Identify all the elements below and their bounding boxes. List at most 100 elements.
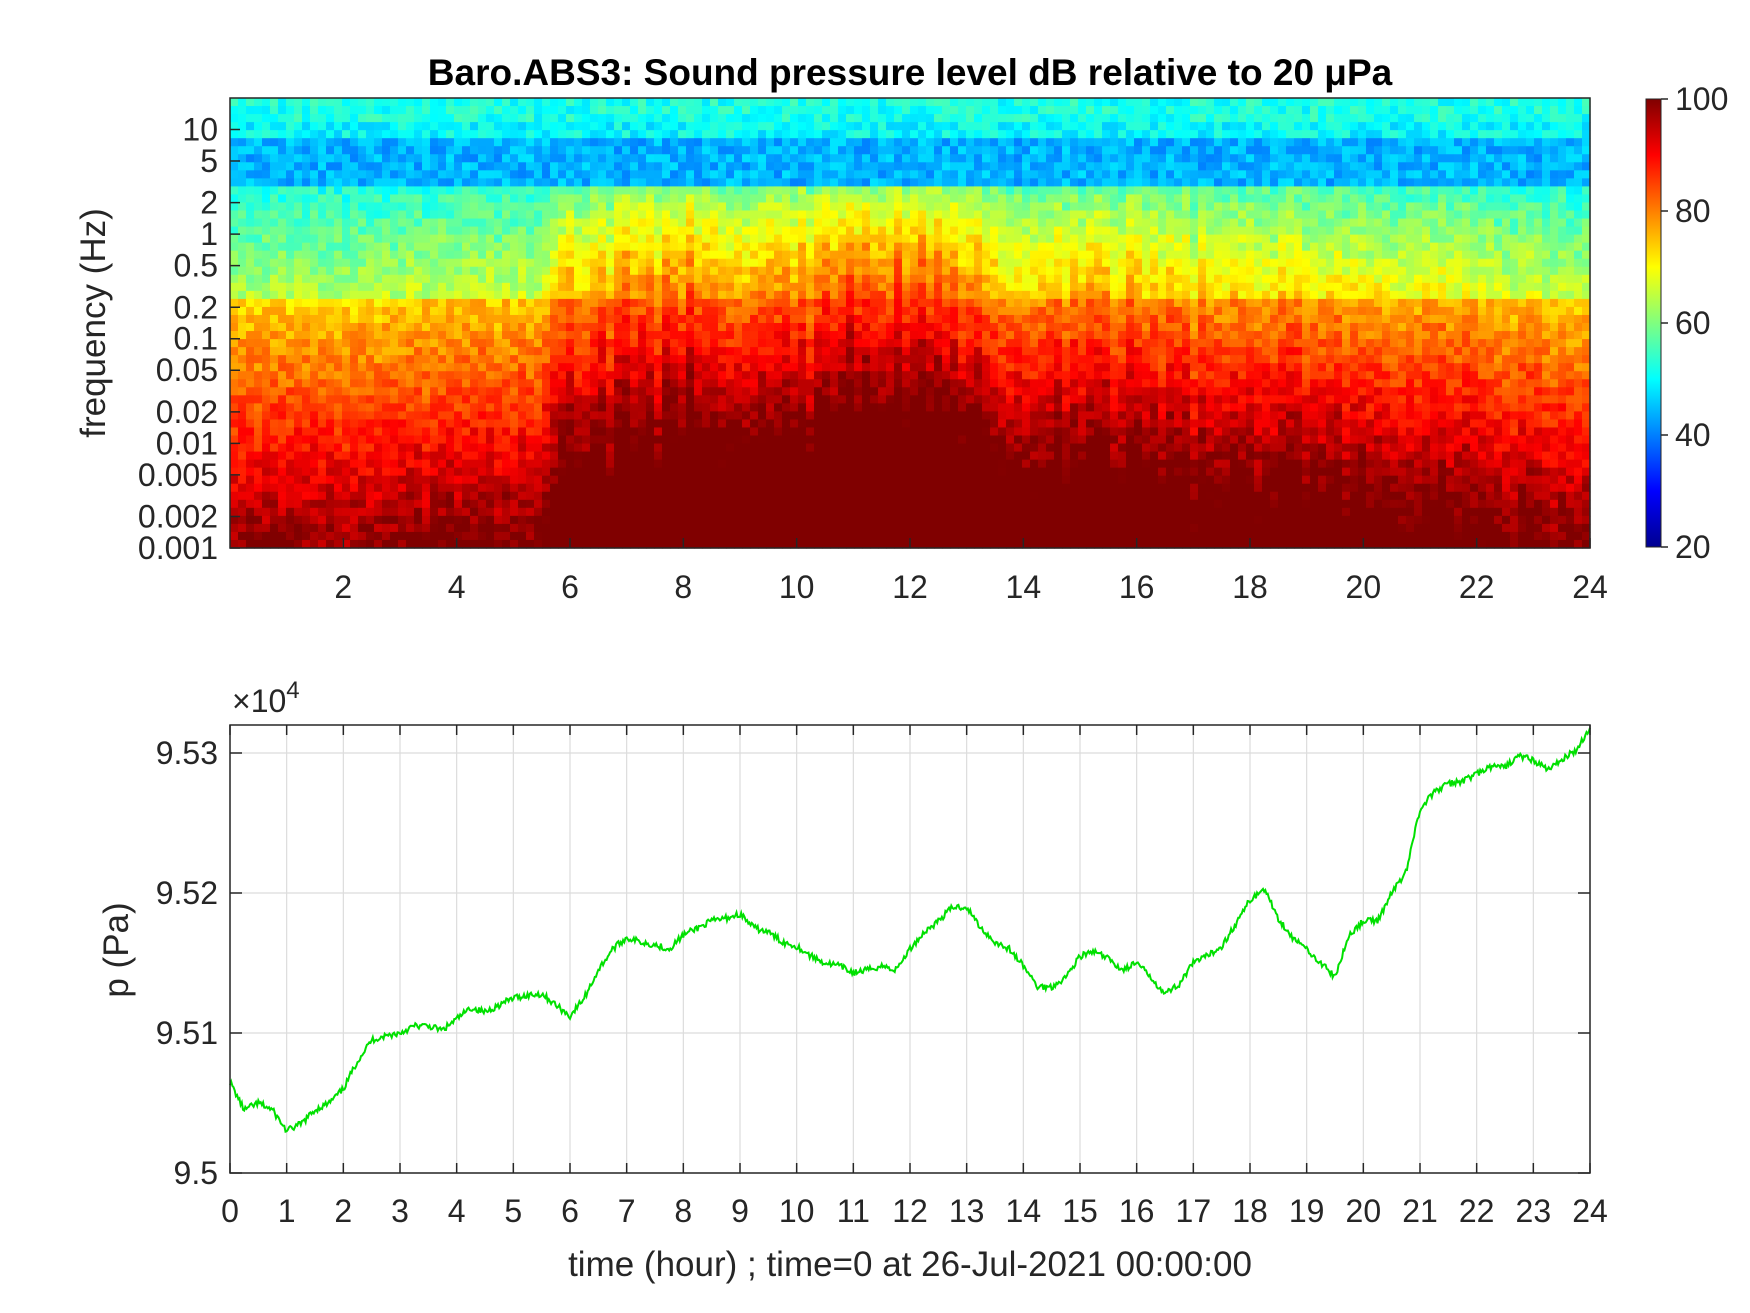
- spectrogram-cell: [630, 435, 639, 445]
- spectrogram-cell: [782, 403, 791, 412]
- spectrogram-cell: [542, 331, 551, 340]
- spectrogram-cell: [494, 130, 503, 139]
- spectrogram-cell: [702, 515, 711, 525]
- spectrogram-cell: [846, 419, 855, 429]
- spectrogram-cell: [254, 258, 263, 268]
- spectrogram-cell: [718, 435, 727, 445]
- spectrogram-cell: [734, 395, 743, 404]
- spectrogram-cell: [246, 122, 255, 131]
- spectrogram-cell: [574, 459, 583, 469]
- spectrogram-cell: [782, 387, 791, 396]
- spectrogram-cell: [310, 162, 319, 171]
- spectrogram-cell: [766, 314, 775, 324]
- spectrogram-cell: [278, 138, 287, 147]
- spectrogram-cell: [926, 499, 935, 509]
- spectrogram-cell: [662, 515, 671, 525]
- spectrogram-cell: [358, 347, 367, 356]
- spectrogram-cell: [438, 314, 447, 324]
- spectrogram-cell: [870, 515, 879, 525]
- spectrogram-cell: [350, 226, 359, 236]
- spectrogram-cell: [566, 202, 575, 212]
- spectrogram-cell: [630, 98, 639, 107]
- spectrogram-cell: [774, 298, 783, 308]
- spectrogram-cell: [798, 379, 807, 388]
- spectrogram-cell: [854, 162, 863, 171]
- spectrogram-cell: [286, 138, 295, 147]
- spectrogram-cell: [446, 122, 455, 131]
- spectrogram-cell: [758, 146, 767, 155]
- spectrogram-cell: [334, 451, 343, 461]
- spectrogram-cell: [518, 234, 527, 244]
- spectrogram-cell: [862, 467, 871, 477]
- spectrogram-cell: [262, 210, 271, 220]
- spectrogram-cell: [774, 339, 783, 348]
- spectrogram-cell: [430, 347, 439, 356]
- spectrogram-cell: [398, 435, 407, 445]
- spectrogram-cell: [894, 339, 903, 348]
- spectrogram-cell: [630, 395, 639, 404]
- spectrogram-cell: [406, 427, 415, 437]
- spectrogram-cell: [702, 274, 711, 284]
- spectrogram-cell: [238, 507, 247, 517]
- spectrogram-cell: [374, 395, 383, 404]
- spectrogram-cell: [398, 395, 407, 404]
- spectrogram-cell: [902, 483, 911, 493]
- spectrogram-cell: [262, 106, 271, 115]
- spectrogram-cell: [270, 419, 279, 429]
- spectrogram-cell: [254, 347, 263, 356]
- spectrogram-cell: [726, 379, 735, 388]
- spectrogram-cell: [742, 146, 751, 155]
- spectrogram-cell: [494, 363, 503, 372]
- spectrogram-cell: [606, 539, 615, 549]
- spectrogram-cell: [510, 507, 519, 517]
- spectrogram-cell: [878, 427, 887, 437]
- spectrogram-cell: [750, 98, 759, 107]
- spectrogram-cell: [550, 106, 559, 115]
- spectrogram-cell: [238, 274, 247, 284]
- spectrogram-cell: [742, 507, 751, 517]
- spectrogram-cell: [646, 331, 655, 340]
- spectrogram-cell: [766, 339, 775, 348]
- spectrogram-cell: [814, 499, 823, 509]
- spectrogram-cell: [294, 242, 303, 252]
- spectrogram-cell: [534, 298, 543, 308]
- spectrogram-cell: [446, 379, 455, 388]
- spectrogram-cell: [726, 202, 735, 212]
- spectrogram-cell: [798, 290, 807, 300]
- spectrogram-cell: [374, 234, 383, 244]
- spectrogram-cell: [278, 314, 287, 324]
- spectrogram-cell: [406, 531, 415, 541]
- spectrogram-cell: [366, 314, 375, 324]
- spectrogram-cell: [790, 170, 799, 179]
- spectrogram-cell: [310, 282, 319, 292]
- spectrogram-cell: [414, 194, 423, 204]
- spectrogram-cell: [430, 507, 439, 517]
- spectrogram-cell: [814, 379, 823, 388]
- spectrogram-cell: [926, 395, 935, 404]
- spectrogram-cell: [518, 467, 527, 477]
- spectrogram-cell: [878, 258, 887, 268]
- spectrogram-cell: [870, 443, 879, 453]
- spectrogram-cell: [286, 186, 295, 196]
- spectrogram-cell: [662, 170, 671, 179]
- spectrogram-cell: [318, 98, 327, 107]
- spectrogram-cell: [926, 539, 935, 549]
- spectrogram-cell: [742, 347, 751, 356]
- spectrogram-cell: [846, 170, 855, 179]
- spectrogram-cell: [838, 98, 847, 107]
- spectrogram-cell: [230, 122, 239, 131]
- spectrogram-cell: [734, 250, 743, 260]
- spectrogram-cell: [742, 395, 751, 404]
- spectrogram-cell: [486, 98, 495, 107]
- spectrogram-cell: [462, 146, 471, 155]
- spectrogram-cell: [502, 427, 511, 437]
- spectrogram-cell: [670, 475, 679, 485]
- spectrogram-cell: [734, 218, 743, 228]
- spectrogram-cell: [374, 531, 383, 541]
- spectrogram-cell: [710, 154, 719, 163]
- spectrogram-cell: [582, 531, 591, 541]
- spectrogram-cell: [542, 403, 551, 412]
- spectrogram-cell: [750, 403, 759, 412]
- spectrogram-cell: [422, 531, 431, 541]
- spectrogram-cell: [270, 371, 279, 380]
